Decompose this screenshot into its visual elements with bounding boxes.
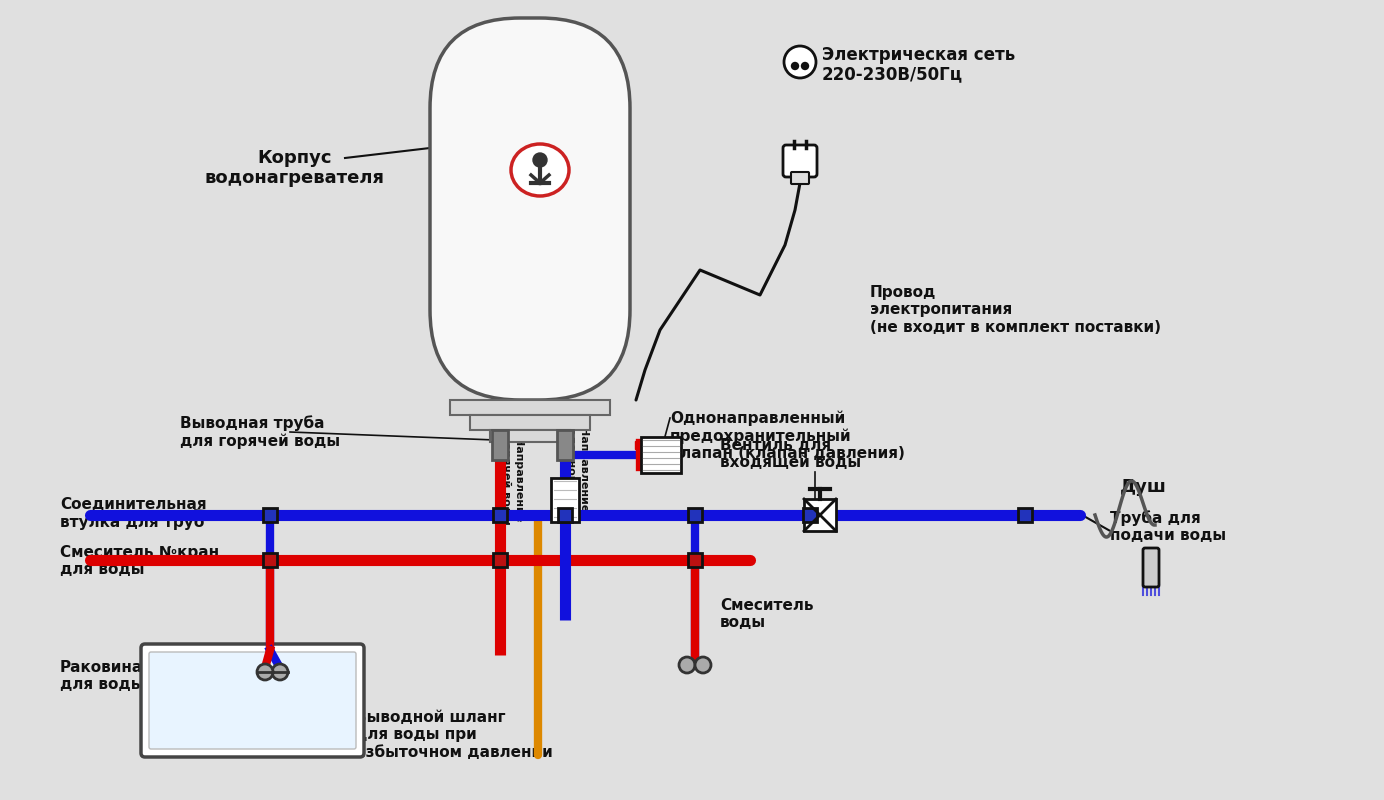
Bar: [490, 430, 570, 442]
FancyBboxPatch shape: [149, 652, 356, 749]
Text: Электрическая сеть: Электрическая сеть: [822, 46, 1016, 64]
Circle shape: [801, 62, 808, 70]
Text: Соединительная
втулка для труб: Соединительная втулка для труб: [60, 497, 206, 530]
Bar: [263, 553, 277, 567]
Circle shape: [273, 664, 288, 680]
Bar: [803, 508, 817, 522]
Text: Направление
холодной воды: Направление холодной воды: [566, 420, 588, 520]
Bar: [493, 553, 507, 567]
FancyBboxPatch shape: [783, 145, 817, 177]
Text: Выводная труба
для горячей воды: Выводная труба для горячей воды: [180, 415, 340, 449]
Bar: [556, 430, 573, 460]
Circle shape: [695, 657, 711, 673]
Bar: [688, 553, 702, 567]
Circle shape: [257, 664, 273, 680]
Bar: [1019, 508, 1032, 522]
FancyBboxPatch shape: [430, 18, 630, 400]
Circle shape: [783, 46, 817, 78]
Bar: [450, 400, 610, 415]
Bar: [491, 430, 508, 460]
Text: Направление
горячей воды: Направление горячей воды: [501, 436, 523, 524]
Bar: [493, 508, 507, 522]
Bar: [641, 437, 681, 473]
Circle shape: [680, 657, 695, 673]
Bar: [551, 478, 579, 522]
Text: Смеситель №кран
для воды: Смеситель №кран для воды: [60, 545, 219, 578]
Bar: [635, 441, 645, 449]
Text: 220-230В/50Гц: 220-230В/50Гц: [822, 65, 963, 83]
FancyBboxPatch shape: [792, 172, 810, 184]
Bar: [688, 508, 702, 522]
Bar: [471, 415, 590, 430]
Ellipse shape: [511, 144, 569, 196]
Text: Однонаправленный
предохранительный
клапан (клапан давления): Однонаправленный предохранительный клапа…: [670, 410, 905, 461]
Bar: [263, 508, 277, 522]
FancyBboxPatch shape: [141, 644, 364, 757]
Text: Смеситель
воды: Смеситель воды: [720, 598, 814, 630]
Text: Раковина
для воды: Раковина для воды: [60, 660, 144, 692]
Text: Вентиль для
входящей воды: Вентиль для входящей воды: [720, 438, 861, 470]
Text: Выводной шланг
для воды при
избыточном давлении: Выводной шланг для воды при избыточном д…: [356, 710, 552, 760]
FancyBboxPatch shape: [1143, 548, 1158, 587]
Bar: [804, 499, 836, 531]
Text: Душ: Душ: [1120, 478, 1167, 496]
Text: Труба для
подачи воды: Труба для подачи воды: [1110, 510, 1226, 543]
Text: Провод
электропитания
(не входит в комплект поставки): Провод электропитания (не входит в компл…: [871, 285, 1161, 334]
Text: Корпус
водонагревателя: Корпус водонагревателя: [205, 149, 385, 187]
Circle shape: [533, 153, 547, 167]
Circle shape: [792, 62, 799, 70]
Bar: [558, 508, 572, 522]
